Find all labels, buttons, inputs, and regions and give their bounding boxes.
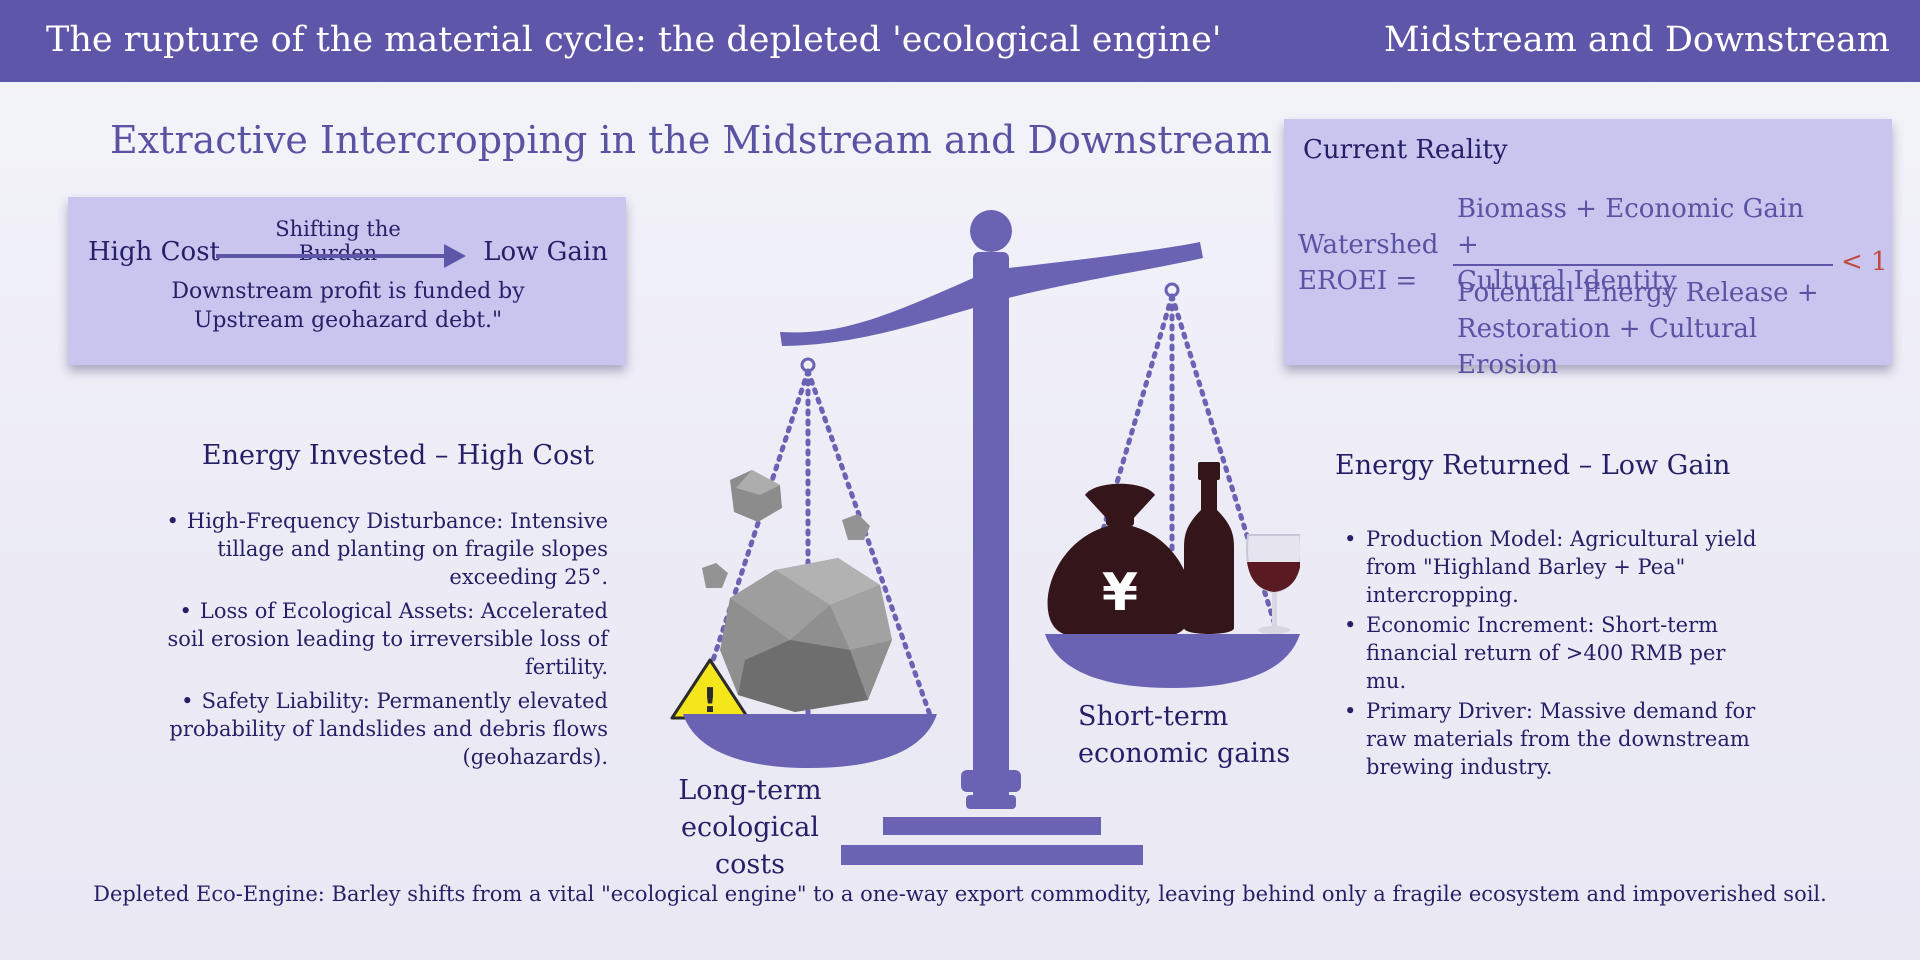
list-item-text: Economic Increment: Short-term financial… bbox=[1366, 613, 1726, 693]
fraction-bar bbox=[1453, 264, 1833, 266]
bullet-icon: • bbox=[166, 509, 179, 533]
list-item: • Loss of Ecological Assets: Accelerated … bbox=[160, 597, 608, 681]
list-item: • Economic Increment: Short-term financia… bbox=[1344, 611, 1764, 695]
scale-base-step bbox=[883, 817, 1101, 835]
right-chain-inner bbox=[1169, 293, 1278, 628]
high-cost-label: High Cost bbox=[88, 237, 220, 267]
warning-symbol: ! bbox=[702, 681, 718, 721]
eroei-numerator-line-1: Biomass + Economic Gain + bbox=[1457, 194, 1804, 260]
list-item: • High-Frequency Disturbance: Intensive t… bbox=[160, 507, 609, 591]
section-label: Midstream and Downstream bbox=[1383, 20, 1890, 60]
burden-note: Downstream profit is funded by Upstream … bbox=[128, 277, 568, 335]
short-term-gains-caption: Short-term economic gains bbox=[1078, 698, 1290, 772]
list-item: • Safety Liability: Permanently elevated … bbox=[160, 687, 608, 771]
footer-note: Depleted Eco-Engine: Barley shifts from … bbox=[93, 882, 1827, 906]
energy-invested-heading: Energy Invested – High Cost bbox=[201, 440, 594, 471]
bottle-icon bbox=[1184, 462, 1234, 634]
energy-invested-list: • High-Frequency Disturbance: Intensive t… bbox=[160, 507, 609, 777]
list-item-text: High-Frequency Disturbance: Intensive ti… bbox=[186, 509, 608, 589]
eroei-lhs-line-1: Watershed bbox=[1298, 230, 1439, 260]
scale-collar-lower bbox=[966, 795, 1016, 809]
shifting-burden-label: Shifting the Burden bbox=[275, 217, 401, 265]
balance-scale-icon: ! ¥ bbox=[670, 210, 1300, 865]
burden-note-line-2: Upstream geohazard debt." bbox=[193, 308, 503, 333]
scale-collar bbox=[961, 770, 1021, 792]
header-bar: The rupture of the material cycle: the d… bbox=[0, 0, 1920, 82]
right-chain-outer bbox=[1072, 293, 1175, 628]
burden-note-line-1: Downstream profit is funded by bbox=[171, 279, 525, 304]
eroei-denominator: Potential Energy Release + Restoration +… bbox=[1457, 275, 1847, 383]
eroei-denominator-line-2: Restoration + Cultural Erosion bbox=[1457, 314, 1758, 380]
scale-beam bbox=[780, 242, 1203, 346]
bullet-icon: • bbox=[1344, 699, 1357, 723]
scale-base bbox=[841, 845, 1143, 865]
wine-glass-icon bbox=[1246, 534, 1300, 634]
caption-line-1: Short-term bbox=[1078, 701, 1229, 732]
list-item-text: Loss of Ecological Assets: Accelerated s… bbox=[167, 599, 608, 679]
small-rock-icon bbox=[842, 514, 870, 540]
main-title: Extractive Intercropping in the Midstrea… bbox=[110, 118, 1273, 162]
long-term-costs-caption: Long-term ecological costs bbox=[655, 772, 845, 883]
right-pan bbox=[1045, 634, 1300, 688]
eroei-numerator-line-2: Cultural Identity bbox=[1457, 266, 1677, 296]
right-arrow-icon bbox=[216, 254, 448, 258]
bullet-icon: • bbox=[181, 689, 194, 713]
page-title: The rupture of the material cycle: the d… bbox=[46, 20, 1222, 60]
caption-line-2: economic gains bbox=[1078, 738, 1291, 769]
bullet-icon: • bbox=[1344, 613, 1357, 637]
list-item-text: Safety Liability: Permanently elevated p… bbox=[169, 689, 608, 769]
eroei-comparison: < 1 bbox=[1841, 247, 1888, 277]
list-item-text: Production Model: Agricultural yield fro… bbox=[1366, 527, 1757, 607]
caption-line-1: Long-term bbox=[678, 775, 822, 806]
eroei-box: Current Reality Watershed EROEI = Biomas… bbox=[1284, 119, 1892, 380]
left-pan bbox=[683, 714, 937, 768]
money-bag-icon: ¥ bbox=[1047, 483, 1193, 636]
eroei-heading: Current Reality bbox=[1303, 135, 1508, 165]
energy-returned-list: • Production Model: Agricultural yield fr… bbox=[1344, 525, 1764, 783]
currency-symbol: ¥ bbox=[1102, 563, 1138, 623]
scale-pillar bbox=[973, 252, 1009, 800]
list-item: • Primary Driver: Massive demand for raw … bbox=[1344, 697, 1764, 781]
scale-finial bbox=[970, 210, 1012, 252]
eroei-lhs-line-2: EROEI = bbox=[1298, 266, 1418, 296]
eroei-lhs: Watershed EROEI = bbox=[1298, 227, 1438, 299]
bullet-icon: • bbox=[179, 599, 192, 623]
left-chain-outer bbox=[692, 368, 811, 718]
left-chain-inner bbox=[805, 368, 933, 718]
arrow-head-icon bbox=[444, 244, 466, 268]
burden-shift-box: High Cost Shifting the Burden Low Gain D… bbox=[68, 197, 626, 365]
list-item: • Production Model: Agricultural yield fr… bbox=[1344, 525, 1764, 609]
floating-rock-highlight bbox=[736, 470, 780, 495]
eroei-numerator: Biomass + Economic Gain + Cultural Ident… bbox=[1457, 191, 1817, 299]
bullet-icon: • bbox=[1344, 527, 1357, 551]
low-gain-label: Low Gain bbox=[483, 237, 608, 267]
energy-returned-heading: Energy Returned – Low Gain bbox=[1335, 450, 1731, 481]
list-item-text: Primary Driver: Massive demand for raw m… bbox=[1366, 699, 1756, 779]
rock-pile-icon bbox=[720, 558, 892, 712]
small-rock-icon bbox=[702, 563, 728, 588]
caption-line-2: ecological costs bbox=[680, 812, 820, 880]
eroei-denominator-line-1: Potential Energy Release + bbox=[1457, 278, 1819, 308]
